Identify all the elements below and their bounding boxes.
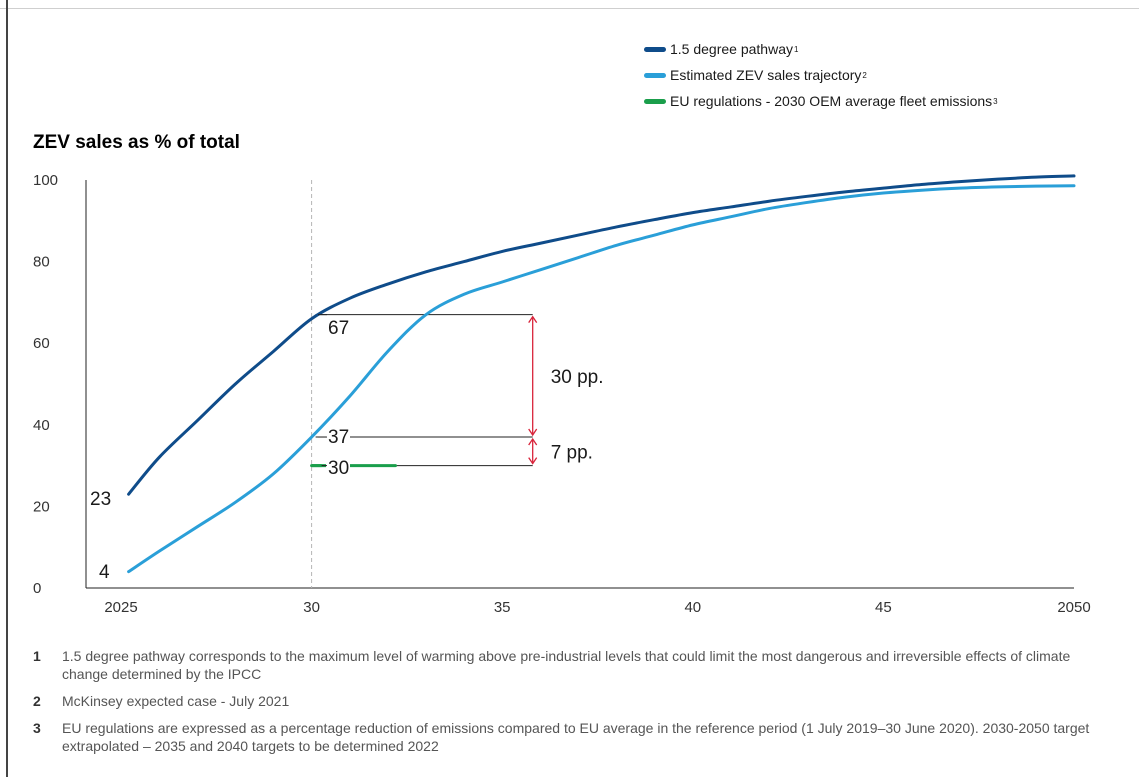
legend-label-eu-regulations: EU regulations - 2030 OEM average fleet … — [670, 93, 993, 109]
y-tick-label: 20 — [33, 498, 50, 515]
legend-label-pathway: 1.5 degree pathway — [670, 41, 793, 57]
footnote-2: 2 McKinsey expected case - July 2021 — [33, 692, 1113, 710]
point-label-30: 30 — [328, 458, 349, 479]
footnotes: 1 1.5 degree pathway corresponds to the … — [33, 647, 1113, 764]
footnote-number: 2 — [33, 693, 41, 709]
footnote-number: 3 — [33, 720, 41, 736]
gap-arrow-30pp-head-bottom — [528, 428, 538, 437]
annotation-30pp: 30 pp. — [551, 367, 604, 388]
legend-item-pathway: 1.5 degree pathway 1 — [644, 36, 998, 62]
chart-title: ZEV sales as % of total — [33, 132, 240, 153]
y-tick-label: 80 — [33, 254, 50, 271]
footnote-text: McKinsey expected case - July 2021 — [62, 693, 290, 709]
footnote-1: 1 1.5 degree pathway corresponds to the … — [33, 647, 1113, 683]
legend-sup-eu-regulations: 3 — [993, 96, 998, 106]
point-label-background — [326, 458, 350, 478]
legend-swatch-pathway — [644, 46, 666, 52]
line-chart: 0 20 40 60 80 100 2025 30 35 40 45 2050 23 4 67 37 30 30 … — [33, 172, 1091, 616]
y-tick-label: 100 — [33, 172, 58, 189]
legend-item-eu-regulations: EU regulations - 2030 OEM average fleet … — [644, 88, 998, 114]
point-label-background — [326, 318, 350, 338]
legend-swatch-trajectory — [644, 72, 666, 78]
y-tick-label: 0 — [33, 580, 41, 597]
legend-sup-pathway: 1 — [793, 44, 799, 54]
x-tick-label: 40 — [684, 599, 701, 616]
y-tick-label: 40 — [33, 417, 50, 434]
point-label-37: 37 — [328, 427, 349, 448]
footnote-number: 1 — [33, 648, 41, 664]
point-label-23: 23 — [90, 489, 111, 510]
gap-arrow-7pp-head-bottom — [528, 457, 538, 465]
x-tick-label: 45 — [875, 599, 892, 616]
legend: 1.5 degree pathway 1 Estimated ZEV sales … — [644, 36, 998, 114]
footnote-text: EU regulations are expressed as a percen… — [62, 720, 1090, 754]
point-label-4: 4 — [99, 562, 110, 583]
point-label-background — [326, 427, 350, 447]
top-border — [0, 8, 1139, 9]
x-tick-label: 2025 — [104, 599, 137, 616]
x-tick-label: 30 — [303, 599, 320, 616]
series-line-pathway — [127, 174, 1076, 496]
annotation-7pp: 7 pp. — [551, 442, 593, 463]
footnote-3: 3 EU regulations are expressed as a perc… — [33, 719, 1113, 755]
gap-arrow-30pp-head-top — [528, 315, 538, 324]
legend-item-trajectory: Estimated ZEV sales trajectory 2 — [644, 62, 998, 88]
legend-sup-trajectory: 2 — [862, 70, 867, 80]
y-tick-label: 60 — [33, 335, 50, 352]
footnote-text: 1.5 degree pathway corresponds to the ma… — [62, 648, 1071, 682]
legend-label-trajectory: Estimated ZEV sales trajectory — [670, 67, 862, 83]
left-border — [6, 0, 8, 777]
gap-arrow-7pp-head-top — [528, 437, 538, 446]
series-line-trajectory — [127, 184, 1076, 574]
legend-swatch-eu-regulations — [644, 98, 666, 104]
x-tick-label: 2050 — [1057, 599, 1090, 616]
point-label-67: 67 — [328, 318, 349, 339]
x-tick-label: 35 — [494, 599, 511, 616]
